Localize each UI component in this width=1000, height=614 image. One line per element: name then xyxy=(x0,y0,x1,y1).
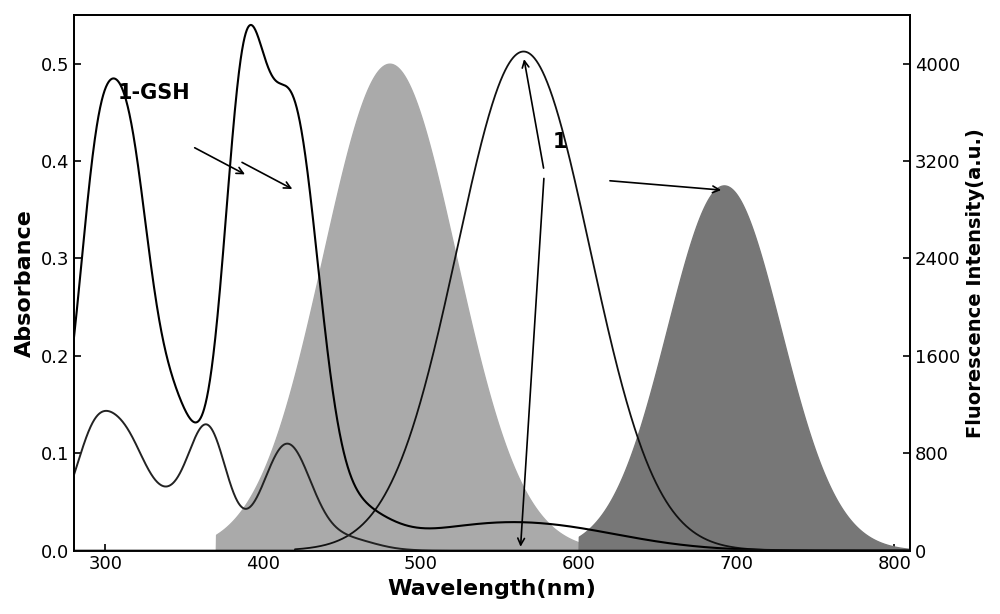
Y-axis label: Absorbance: Absorbance xyxy=(15,209,35,357)
Text: 1: 1 xyxy=(553,131,567,152)
X-axis label: Wavelength(nm): Wavelength(nm) xyxy=(388,579,596,599)
Y-axis label: Fluorescence Intensity(a.u.): Fluorescence Intensity(a.u.) xyxy=(966,128,985,438)
Text: 1-GSH: 1-GSH xyxy=(118,83,191,103)
